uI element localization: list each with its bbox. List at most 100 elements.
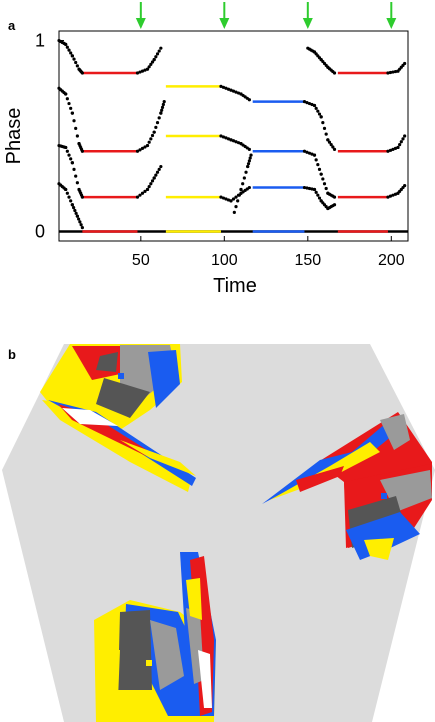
phase-point bbox=[232, 210, 236, 214]
panel-b-label: b bbox=[8, 347, 16, 362]
phase-point bbox=[147, 65, 151, 69]
phase-point bbox=[229, 199, 233, 203]
phase-point bbox=[247, 98, 251, 102]
phase-point bbox=[326, 138, 330, 142]
phase-point bbox=[152, 130, 156, 134]
phase-point bbox=[65, 149, 69, 153]
phase-point bbox=[135, 71, 140, 75]
phase-point bbox=[135, 195, 140, 199]
phase-point bbox=[160, 105, 165, 109]
plot-frame bbox=[58, 30, 409, 242]
phase-point bbox=[150, 179, 155, 183]
phase-point bbox=[332, 203, 337, 207]
phase-point bbox=[231, 197, 236, 201]
phase-point bbox=[70, 161, 74, 165]
phase-point bbox=[246, 164, 250, 169]
phase-point bbox=[67, 153, 71, 157]
phase-point bbox=[138, 70, 142, 74]
phase-point bbox=[234, 195, 238, 199]
green-arrow-head bbox=[135, 18, 146, 29]
phase-point bbox=[219, 195, 223, 199]
phase-point bbox=[398, 142, 402, 147]
phase-point bbox=[155, 52, 160, 56]
phase-point bbox=[147, 184, 151, 189]
phase-point bbox=[69, 157, 73, 161]
phase-point bbox=[247, 185, 251, 190]
phase-point bbox=[317, 167, 322, 172]
panel-a-label: a bbox=[8, 18, 16, 33]
phase-point bbox=[401, 137, 405, 141]
phase-point bbox=[324, 132, 328, 136]
phase-point bbox=[157, 116, 161, 120]
phase-point bbox=[388, 148, 393, 152]
phase-point bbox=[310, 102, 314, 107]
phase-point bbox=[317, 112, 322, 116]
phase-point bbox=[302, 185, 307, 190]
phase-point bbox=[388, 194, 393, 198]
phase-point bbox=[159, 46, 163, 50]
phase-point bbox=[391, 147, 395, 151]
phase-point bbox=[399, 140, 403, 144]
phase-point bbox=[321, 177, 325, 181]
phase-point bbox=[65, 97, 69, 101]
cluster-bottom bbox=[94, 552, 216, 722]
phase-point bbox=[64, 42, 68, 46]
phase-point bbox=[319, 172, 323, 176]
phase-point bbox=[224, 86, 228, 90]
phase-point bbox=[149, 137, 153, 141]
phase-point bbox=[224, 136, 228, 140]
phase-point bbox=[72, 57, 76, 61]
phase-point bbox=[135, 149, 140, 153]
phase-point bbox=[393, 192, 398, 196]
phase-point bbox=[302, 100, 307, 104]
phase-point bbox=[143, 145, 147, 149]
phase-point bbox=[234, 140, 238, 144]
phase-point bbox=[221, 85, 226, 89]
green-arrow-head bbox=[219, 18, 230, 29]
phase-point bbox=[145, 187, 150, 192]
phase-point bbox=[221, 135, 226, 139]
phase-point bbox=[314, 190, 318, 194]
phase-point bbox=[312, 187, 317, 192]
phase-point bbox=[231, 89, 236, 93]
phase-point bbox=[75, 64, 79, 68]
phase-point bbox=[329, 142, 333, 147]
phase-point bbox=[312, 153, 317, 157]
phase-point bbox=[236, 91, 241, 95]
phase-point bbox=[79, 223, 83, 227]
x-tick-label: 50 bbox=[132, 252, 150, 269]
x-tick-label: 150 bbox=[294, 252, 321, 269]
y-tick-label: 1 bbox=[35, 31, 45, 51]
phase-point bbox=[150, 60, 155, 64]
phase-point bbox=[386, 71, 390, 75]
phase-point bbox=[138, 148, 142, 152]
phase-point bbox=[236, 199, 240, 203]
phase-point bbox=[403, 134, 407, 138]
phase-point bbox=[322, 126, 327, 130]
green-arrow-head bbox=[302, 18, 313, 29]
phase-point bbox=[70, 203, 74, 207]
phase-point bbox=[403, 61, 407, 66]
phase-point bbox=[67, 195, 71, 199]
phase-point bbox=[67, 101, 71, 106]
phase-point bbox=[231, 139, 236, 143]
phase-point bbox=[65, 45, 69, 49]
phase-point bbox=[314, 158, 318, 162]
x-axis-label: Time bbox=[213, 275, 257, 297]
x-tick-label: 100 bbox=[211, 252, 238, 269]
phase-point bbox=[143, 189, 147, 193]
phase-point bbox=[80, 226, 84, 230]
phase-point bbox=[396, 145, 400, 150]
phase-point bbox=[305, 100, 309, 105]
phase-point bbox=[154, 55, 158, 59]
phase-point bbox=[305, 150, 309, 154]
phase-point bbox=[157, 49, 161, 53]
phase-point bbox=[332, 71, 337, 75]
phase-point bbox=[386, 195, 390, 199]
phase-point bbox=[155, 121, 160, 125]
phase-point bbox=[237, 193, 241, 197]
phase-point bbox=[386, 149, 390, 153]
phase-point bbox=[161, 102, 165, 107]
phase-point bbox=[159, 164, 163, 169]
phase-point bbox=[234, 90, 238, 94]
